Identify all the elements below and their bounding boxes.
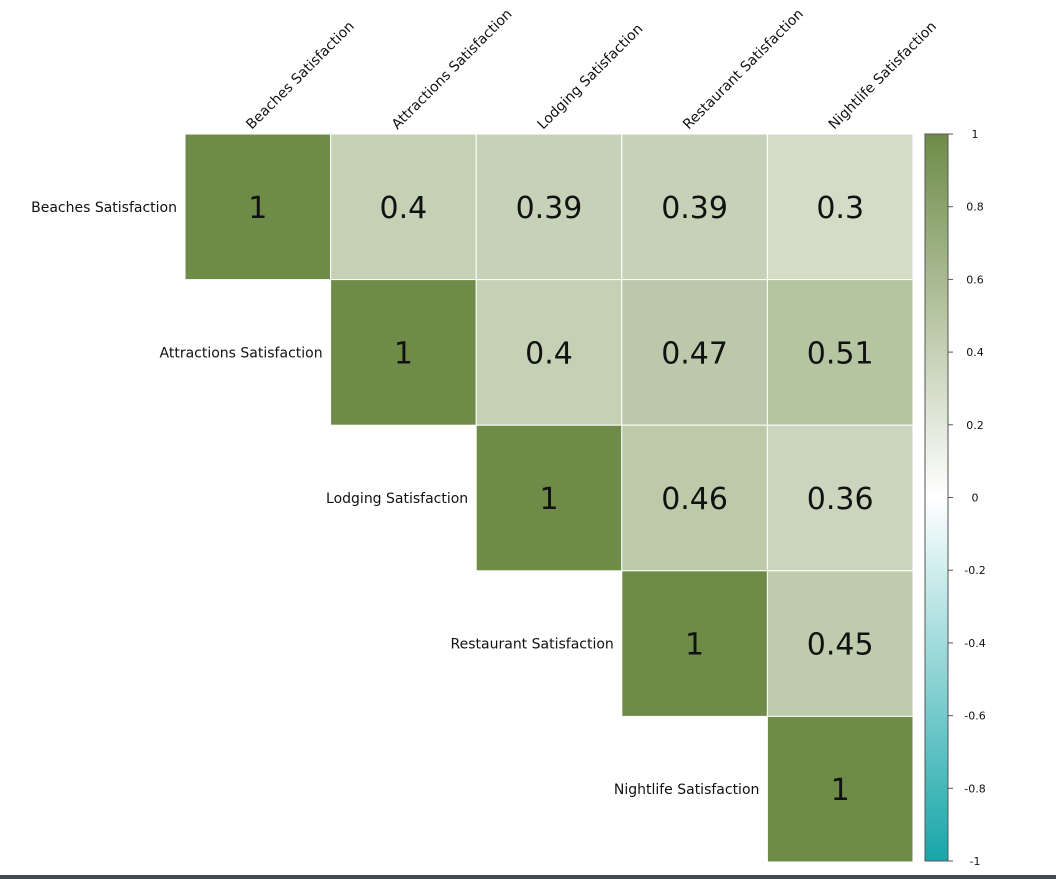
heatmap-cell (330, 279, 477, 426)
cell-value-label: 0.36 (807, 482, 874, 517)
heatmap-cell (330, 133, 477, 281)
window-bottom-border (0, 875, 1056, 879)
colorbar-tick-label: 0.6 (966, 273, 984, 286)
cell-value-label: 1 (394, 336, 413, 371)
column-label: Beaches Satisfaction (243, 18, 357, 132)
heatmap-cell (475, 424, 623, 572)
row-labels: Beaches Satisfaction Attractions Satisfac… (31, 200, 759, 798)
colorbar-tick-label: 0.2 (966, 419, 984, 432)
colorbar-ticks: 1 0.8 0.6 0.4 0.2 0 -0.2 -0.4 -0.6 -0.8 -1 (948, 128, 986, 868)
heatmap-cell (766, 570, 914, 717)
colorbar (924, 133, 949, 862)
heatmap-cell (621, 279, 768, 426)
cell-value-label: 0.47 (661, 336, 728, 371)
colorbar-tick-label: 0.4 (966, 346, 984, 359)
column-label: Attractions Satisfaction (389, 6, 516, 133)
colorbar-tick-label: -0.2 (964, 564, 985, 577)
colorbar-tick-label: -1 (970, 855, 981, 868)
colorbar-tick-label: 0 (972, 492, 979, 505)
cell-value-label: 0.45 (807, 628, 874, 663)
row-label: Attractions Satisfaction (160, 345, 323, 361)
colorbar-tick-label: -0.8 (964, 782, 985, 795)
cell-value-label: 0.51 (807, 336, 874, 371)
heatmap-cell (766, 715, 914, 863)
row-label: Restaurant Satisfaction (451, 637, 614, 653)
heatmap-cell (766, 279, 914, 426)
colorbar-tick-label: 0.8 (966, 201, 984, 214)
cell-value-label: 1 (685, 628, 704, 663)
column-labels: Beaches Satisfaction Attractions Satisfac… (243, 6, 940, 133)
cell-value-label: 0.3 (816, 191, 864, 226)
row-label: Nightlife Satisfaction (614, 782, 760, 798)
heatmap-cell (621, 133, 768, 281)
cell-value-label: 0.4 (380, 191, 428, 226)
cell-value-label: 1 (539, 482, 558, 517)
cell-value-label: 0.4 (525, 336, 573, 371)
cell-value-label: 0.46 (661, 482, 728, 517)
heatmap-cell (184, 133, 332, 281)
heatmap-cell (766, 133, 914, 281)
row-label: Beaches Satisfaction (31, 200, 177, 216)
cell-value-label: 1 (831, 773, 850, 808)
heatmap-cell (621, 424, 768, 572)
column-label: Restaurant Satisfaction (680, 6, 807, 133)
cell-value-label: 0.39 (516, 191, 583, 226)
cell-value-label: 1 (248, 191, 267, 226)
heatmap-cell (475, 133, 623, 281)
column-label: Nightlife Satisfaction (826, 19, 940, 133)
colorbar-tick-label: 1 (972, 128, 979, 141)
colorbar-tick-label: -0.4 (964, 637, 985, 650)
column-label: Lodging Satisfaction (535, 21, 647, 133)
colorbar-tick-label: -0.6 (964, 710, 985, 723)
heatmap-cell (621, 570, 768, 717)
heatmap-cells (184, 133, 914, 863)
row-label: Lodging Satisfaction (326, 491, 468, 507)
cell-value-labels: 1 0.4 0.39 0.39 0.3 1 0.4 0.47 0.51 1 0.46 0.36 1 0.4… (248, 191, 873, 808)
cell-value-label: 0.39 (661, 191, 728, 226)
